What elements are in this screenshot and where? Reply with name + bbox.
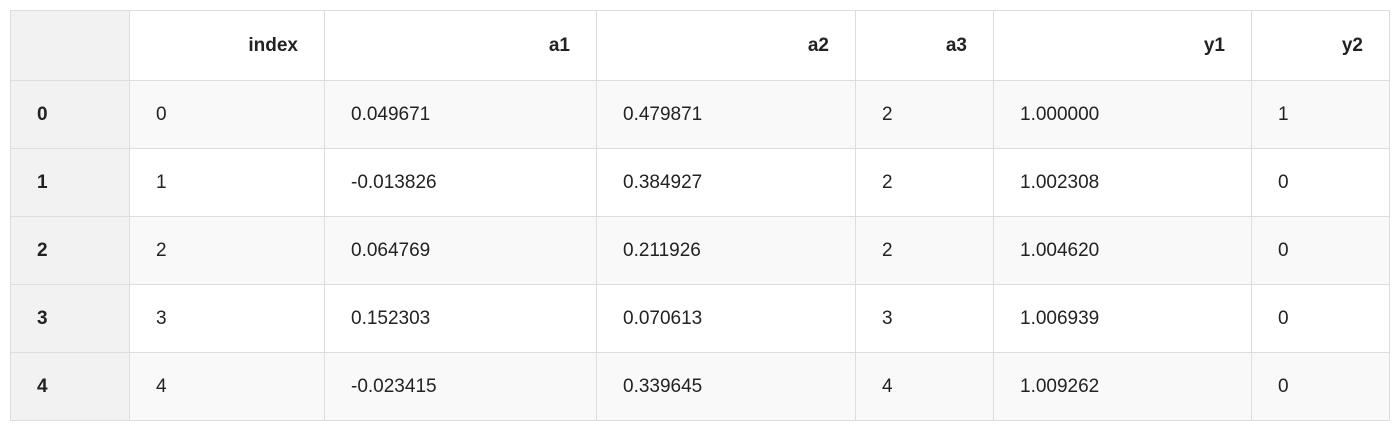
- dataframe-table-container: index a1 a2 a3 y1 y2 0 0 0.049671 0.4798…: [10, 10, 1390, 421]
- table-cell: 0: [129, 80, 325, 149]
- table-cell: 2: [855, 148, 994, 217]
- column-header-index: index: [129, 10, 325, 81]
- column-header-y1: y1: [993, 10, 1252, 81]
- row-index-label: 2: [10, 216, 130, 285]
- table-cell: 3: [129, 284, 325, 353]
- table-cell: 1.002308: [993, 148, 1252, 217]
- row-index-label: 4: [10, 352, 130, 421]
- dataframe-table: index a1 a2 a3 y1 y2 0 0 0.049671 0.4798…: [10, 10, 1390, 421]
- row-index-label: 0: [10, 80, 130, 149]
- table-row: 4 4 -0.023415 0.339645 4 1.009262 0: [10, 352, 1390, 421]
- table-cell: 2: [855, 216, 994, 285]
- table-cell: 0.152303: [324, 284, 597, 353]
- table-cell: 2: [129, 216, 325, 285]
- table-cell: 4: [129, 352, 325, 421]
- table-cell: 1.006939: [993, 284, 1252, 353]
- table-row: 3 3 0.152303 0.070613 3 1.006939 0: [10, 284, 1390, 353]
- table-cell: 0: [1251, 216, 1390, 285]
- table-cell: 1.009262: [993, 352, 1252, 421]
- table-cell: 0.479871: [596, 80, 856, 149]
- table-row: 0 0 0.049671 0.479871 2 1.000000 1: [10, 80, 1390, 149]
- table-cell: 0: [1251, 284, 1390, 353]
- table-cell: -0.013826: [324, 148, 597, 217]
- table-row: 1 1 -0.013826 0.384927 2 1.002308 0: [10, 148, 1390, 217]
- table-cell: 0: [1251, 352, 1390, 421]
- table-cell: 2: [855, 80, 994, 149]
- table-cell: 1: [129, 148, 325, 217]
- table-cell: 0.064769: [324, 216, 597, 285]
- table-row: 2 2 0.064769 0.211926 2 1.004620 0: [10, 216, 1390, 285]
- header-corner-cell: [10, 10, 130, 81]
- row-index-label: 1: [10, 148, 130, 217]
- column-header-a3: a3: [855, 10, 994, 81]
- table-cell: 3: [855, 284, 994, 353]
- table-cell: 0.339645: [596, 352, 856, 421]
- table-cell: 0: [1251, 148, 1390, 217]
- column-header-a2: a2: [596, 10, 856, 81]
- table-cell: -0.023415: [324, 352, 597, 421]
- table-cell: 1: [1251, 80, 1390, 149]
- table-cell: 0.384927: [596, 148, 856, 217]
- column-header-y2: y2: [1251, 10, 1390, 81]
- table-cell: 1.000000: [993, 80, 1252, 149]
- row-index-label: 3: [10, 284, 130, 353]
- table-cell: 0.211926: [596, 216, 856, 285]
- table-cell: 1.004620: [993, 216, 1252, 285]
- table-cell: 0.070613: [596, 284, 856, 353]
- column-header-a1: a1: [324, 10, 597, 81]
- header-row: index a1 a2 a3 y1 y2: [10, 10, 1390, 81]
- table-cell: 0.049671: [324, 80, 597, 149]
- table-cell: 4: [855, 352, 994, 421]
